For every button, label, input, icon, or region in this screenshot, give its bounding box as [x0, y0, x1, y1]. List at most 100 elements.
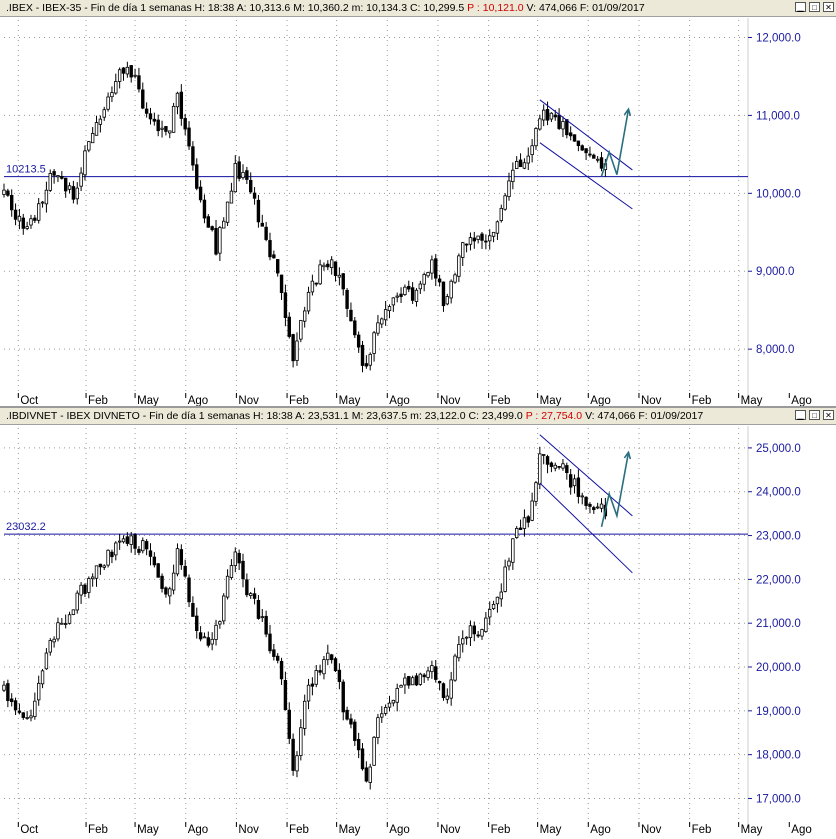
candle	[98, 563, 103, 575]
candle	[314, 282, 318, 287]
candle-body	[6, 683, 10, 702]
candle-body	[206, 637, 211, 646]
candle-body	[595, 506, 600, 509]
candle-body	[40, 201, 45, 204]
candle	[499, 204, 503, 223]
candle	[33, 692, 37, 720]
candle-body	[464, 243, 469, 246]
candle-body	[241, 171, 245, 179]
x-tick-label: Feb	[692, 824, 712, 836]
candle	[426, 271, 430, 278]
minimize-button[interactable]: ▁	[795, 410, 806, 420]
candle	[549, 112, 554, 123]
ibdivnet-chart[interactable]: 25,000.0 24,000.0 23,000.0 22,000.0 21,000.0…	[0, 408, 836, 839]
maximize-button[interactable]: □	[809, 2, 820, 12]
candle	[275, 259, 280, 277]
candle	[195, 158, 199, 191]
candle	[179, 84, 184, 126]
candle-body	[310, 683, 315, 687]
candle	[94, 565, 99, 587]
candle-body	[403, 677, 407, 686]
candle-body	[67, 614, 72, 624]
candle	[121, 67, 126, 81]
candle	[345, 288, 349, 318]
candle-body	[229, 190, 234, 204]
ibex35-chart[interactable]: 12,000.0 11,000.0 10,000.0 9,000.0 8,000.0 Oc…	[0, 0, 836, 408]
candle-body	[29, 715, 33, 719]
candle	[426, 666, 430, 681]
candle-body	[264, 226, 268, 240]
candle-body	[422, 274, 426, 285]
window-controls: ▁ □ ✕	[795, 410, 834, 420]
candle	[183, 113, 187, 136]
candle-body	[214, 624, 218, 640]
ibex35-chart-pane[interactable]: .IBEX - IBEX-35 - Fin de día 1 semanas H…	[0, 0, 836, 408]
candle-body	[206, 216, 211, 228]
candle-body	[480, 233, 484, 241]
candle-body	[599, 157, 604, 169]
candle	[507, 557, 511, 571]
candle-body	[299, 727, 303, 756]
candle	[249, 591, 253, 599]
candle-body	[44, 652, 49, 670]
candle-body	[565, 465, 569, 474]
candle	[414, 673, 419, 687]
candle	[291, 733, 295, 776]
candle-body	[472, 237, 477, 242]
candle	[495, 220, 500, 240]
candle	[60, 171, 64, 180]
candle	[503, 193, 507, 211]
candle-body	[260, 616, 264, 619]
candle	[515, 156, 519, 169]
close-button[interactable]: ✕	[823, 2, 834, 12]
x-tick-label: Ago	[389, 395, 409, 407]
candle-body	[279, 274, 284, 294]
candle	[368, 763, 372, 790]
maximize-button[interactable]: □	[809, 410, 820, 420]
candle	[372, 735, 376, 766]
pane-divider[interactable]	[0, 406, 836, 409]
x-tick-label: Nov	[641, 395, 662, 407]
candle	[464, 243, 469, 253]
candle	[210, 632, 214, 651]
candle-body	[353, 721, 357, 741]
candle	[341, 679, 345, 721]
candle	[175, 91, 180, 115]
y-tick-label: 12,000.0	[756, 32, 801, 44]
candle	[222, 593, 226, 625]
candle	[595, 155, 600, 163]
candle-body	[453, 655, 457, 681]
minimize-button[interactable]: ▁	[795, 2, 806, 12]
candle	[356, 732, 361, 759]
candle-body	[156, 563, 160, 578]
ibdivnet-chart-pane[interactable]: .IBDIVNET - IBEX DIVNETO - Fin de día 1 …	[0, 408, 836, 839]
candle	[434, 660, 438, 683]
candle-body	[526, 155, 530, 164]
candle-body	[129, 65, 133, 78]
candle	[21, 712, 25, 720]
candle	[472, 621, 477, 642]
candle	[252, 187, 257, 205]
candle-body	[360, 344, 365, 366]
candle	[584, 148, 588, 161]
candle	[326, 644, 330, 666]
candle-body	[368, 353, 372, 366]
candle-body	[94, 122, 99, 136]
candle-body	[387, 702, 392, 708]
candle-body	[252, 593, 257, 599]
candle-body	[534, 482, 538, 502]
candle-body	[52, 171, 56, 176]
candle-body	[530, 145, 534, 156]
candle-body	[588, 503, 592, 507]
candle	[110, 86, 114, 103]
close-button[interactable]: ✕	[823, 410, 834, 420]
candle-body	[60, 176, 64, 179]
candle	[360, 340, 365, 373]
x-tick-label: Ago	[188, 395, 208, 407]
candle	[2, 183, 6, 198]
candle	[599, 498, 604, 513]
candle-body	[40, 670, 45, 685]
candle	[67, 182, 72, 194]
candle-body	[326, 652, 330, 661]
candle-body	[341, 273, 345, 290]
